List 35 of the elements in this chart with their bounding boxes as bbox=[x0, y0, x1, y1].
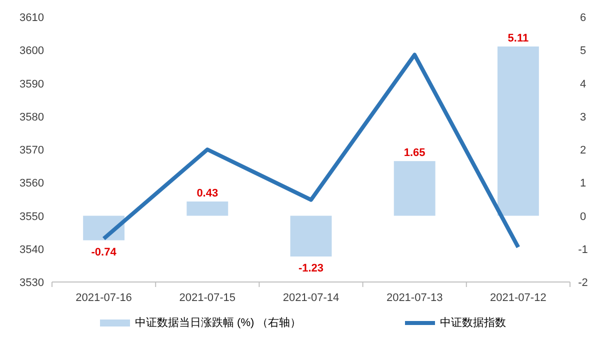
data-label: -0.74 bbox=[91, 246, 118, 258]
line-series bbox=[102, 52, 520, 250]
y-tick-label: 3590 bbox=[20, 78, 44, 90]
y-tick-label: 3540 bbox=[20, 244, 44, 256]
y2-tick-label: 4 bbox=[580, 78, 586, 90]
bar bbox=[497, 46, 539, 216]
y-tick-label: 3550 bbox=[20, 210, 44, 223]
x-tick-label: 2021-07-12 bbox=[490, 292, 546, 304]
y2-tick-label: 0 bbox=[580, 210, 586, 223]
legend-label: 中证数据指数 bbox=[440, 316, 506, 329]
legend-label: 中证数据当日涨跌幅 (%) （右轴） bbox=[135, 316, 302, 329]
x-tick-label: 2021-07-14 bbox=[282, 292, 340, 304]
y2-tick-label: 3 bbox=[580, 111, 586, 124]
data-label: -1.23 bbox=[298, 262, 324, 274]
y2-tick-label: 2 bbox=[580, 144, 586, 156]
y2-tick-label: -1 bbox=[578, 244, 588, 256]
y2-tick-label: 1 bbox=[580, 178, 586, 190]
y2-tick-label: 6 bbox=[580, 12, 586, 24]
data-label: 5.11 bbox=[508, 32, 529, 44]
data-label: 0.43 bbox=[196, 188, 218, 200]
bar bbox=[394, 161, 436, 216]
bar bbox=[290, 216, 332, 256]
y-tick-label: 3600 bbox=[20, 45, 44, 58]
x-tick-label: 2021-07-16 bbox=[76, 292, 132, 304]
y-tick-label: 3560 bbox=[20, 178, 44, 190]
y-tick-label: 3530 bbox=[20, 277, 44, 289]
y-tick-label: 3610 bbox=[20, 12, 44, 24]
bar bbox=[186, 202, 228, 216]
y2-tick-label: -2 bbox=[578, 277, 588, 289]
y2-tick-label: 5 bbox=[580, 45, 586, 58]
y-tick-label: 3570 bbox=[20, 144, 44, 156]
x-tick-label: 2021-07-13 bbox=[386, 292, 443, 304]
x-tick-label: 2021-07-15 bbox=[179, 292, 236, 304]
data-label: 1.65 bbox=[404, 147, 426, 160]
y-tick-label: 3580 bbox=[20, 111, 44, 124]
